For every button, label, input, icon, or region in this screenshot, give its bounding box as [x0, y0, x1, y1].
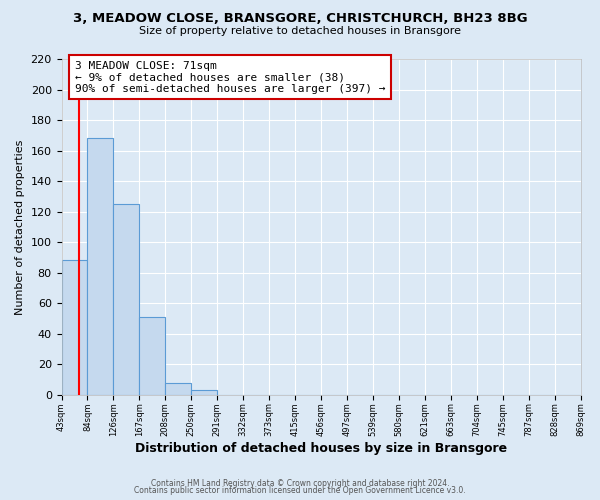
Text: Size of property relative to detached houses in Bransgore: Size of property relative to detached ho…	[139, 26, 461, 36]
X-axis label: Distribution of detached houses by size in Bransgore: Distribution of detached houses by size …	[135, 442, 507, 455]
Text: Contains public sector information licensed under the Open Government Licence v3: Contains public sector information licen…	[134, 486, 466, 495]
Bar	[113, 204, 139, 395]
Text: Contains HM Land Registry data © Crown copyright and database right 2024.: Contains HM Land Registry data © Crown c…	[151, 478, 449, 488]
Bar	[166, 382, 191, 395]
Bar	[88, 138, 113, 395]
Bar	[191, 390, 217, 395]
Bar	[62, 260, 88, 395]
Text: 3 MEADOW CLOSE: 71sqm
← 9% of detached houses are smaller (38)
90% of semi-detac: 3 MEADOW CLOSE: 71sqm ← 9% of detached h…	[74, 60, 385, 94]
Y-axis label: Number of detached properties: Number of detached properties	[15, 139, 25, 314]
Bar	[139, 317, 166, 395]
Text: 3, MEADOW CLOSE, BRANSGORE, CHRISTCHURCH, BH23 8BG: 3, MEADOW CLOSE, BRANSGORE, CHRISTCHURCH…	[73, 12, 527, 26]
